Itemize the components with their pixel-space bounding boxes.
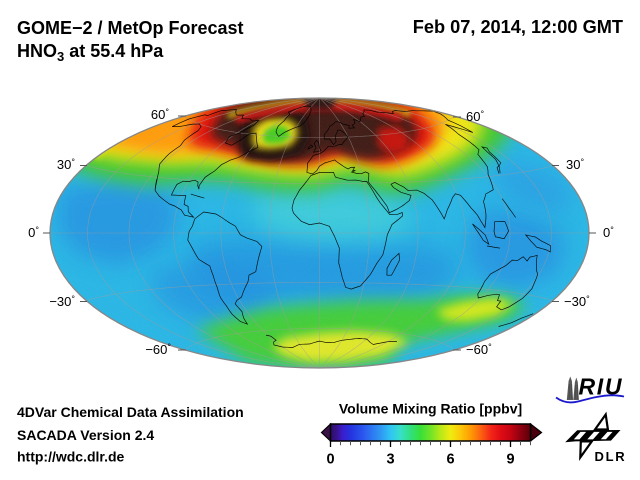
- svg-text:−60°: −60°: [145, 342, 171, 357]
- svg-text:60°: 60°: [466, 109, 484, 124]
- svg-text:HNO3 at 55.4 hPa: HNO3 at 55.4 hPa: [17, 41, 164, 64]
- svg-text:−30°: −30°: [564, 294, 590, 309]
- svg-text:0: 0: [326, 452, 334, 468]
- svg-text:Feb 07, 2014, 12:00 GMT: Feb 07, 2014, 12:00 GMT: [413, 17, 623, 37]
- svg-text:Volume Mixing Ratio [ppbv]: Volume Mixing Ratio [ppbv]: [339, 401, 522, 417]
- svg-text:30°: 30°: [566, 157, 584, 172]
- svg-text:0°: 0°: [603, 225, 614, 240]
- svg-text:3: 3: [386, 452, 394, 468]
- svg-text:30°: 30°: [57, 157, 75, 172]
- svg-text:6: 6: [446, 452, 454, 468]
- svg-text:60°: 60°: [151, 107, 169, 122]
- svg-text:SACADA Version 2.4: SACADA Version 2.4: [17, 427, 154, 443]
- svg-text:−60°: −60°: [466, 342, 492, 357]
- svg-text:http://wdc.dlr.de: http://wdc.dlr.de: [17, 449, 125, 465]
- svg-text:4DVar Chemical Data Assimilati: 4DVar Chemical Data Assimilation: [17, 404, 244, 420]
- svg-text:9: 9: [506, 452, 514, 468]
- svg-text:0°: 0°: [28, 225, 39, 240]
- svg-text:GOME−2 / MetOp Forecast: GOME−2 / MetOp Forecast: [17, 18, 244, 38]
- svg-text:−30°: −30°: [49, 294, 75, 309]
- svg-text:DLR: DLR: [595, 449, 627, 464]
